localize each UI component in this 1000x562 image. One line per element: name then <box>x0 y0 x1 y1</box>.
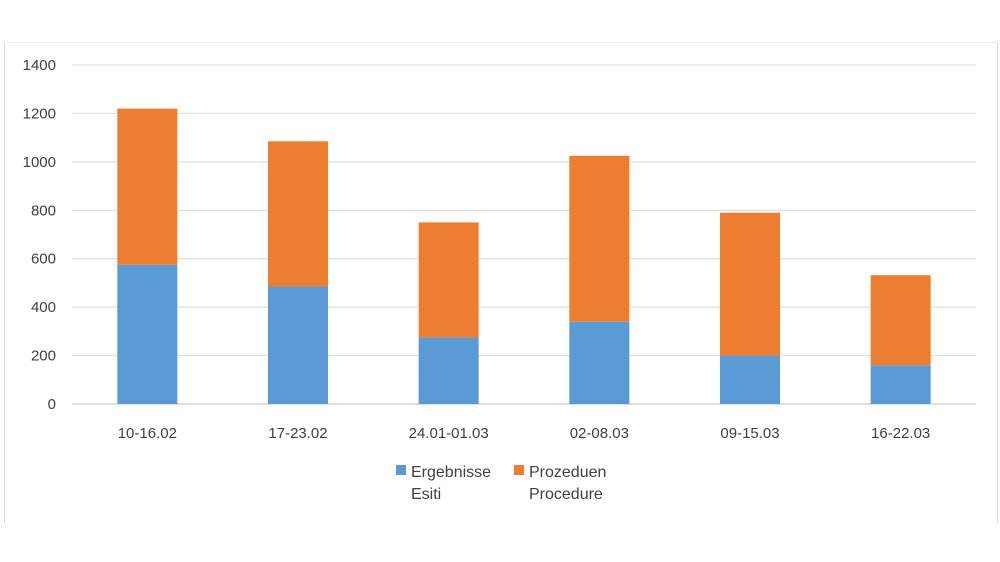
y-tick-label: 800 <box>31 202 56 219</box>
bar-segment <box>268 286 328 404</box>
gridlines <box>72 64 976 405</box>
x-tick-label: 16-22.03 <box>871 425 930 442</box>
y-tick-label: 400 <box>31 299 56 316</box>
y-tick-label: 1400 <box>23 57 56 74</box>
legend-label: Prozeduen <box>529 464 606 481</box>
legend-swatch <box>514 465 524 475</box>
bar-segment <box>720 212 780 356</box>
bar-segment <box>870 365 931 404</box>
x-tick-label: 02-08.03 <box>570 425 629 442</box>
bar-segment <box>117 108 178 265</box>
chart-frame <box>4 42 998 523</box>
bar-segment <box>268 141 328 287</box>
y-tick-label: 1000 <box>23 154 56 171</box>
bar-segment <box>418 337 479 404</box>
x-tick-label: 24.01-01.03 <box>409 425 489 442</box>
y-tick-label: 600 <box>31 251 56 268</box>
y-tick-label: 0 <box>48 396 56 413</box>
legend-swatch <box>396 465 406 475</box>
x-tick-label: 09-15.03 <box>720 425 779 442</box>
legend-label: Procedure <box>529 486 603 503</box>
y-axis: 0 200 400 600 800 1000 1200 1400 <box>23 57 56 413</box>
legend: Ergebnisse Esiti Prozeduen Procedure <box>396 464 606 503</box>
bar-segment <box>569 155 630 322</box>
bar-segment <box>720 355 780 404</box>
y-tick-label: 200 <box>31 348 56 365</box>
bar-segment <box>418 222 479 338</box>
legend-label: Ergebnisse <box>411 464 491 481</box>
x-tick-label: 10-16.02 <box>118 425 177 442</box>
bars <box>117 108 931 404</box>
bar-segment <box>870 275 931 366</box>
legend-label: Esiti <box>411 486 441 503</box>
bar-segment <box>569 321 630 404</box>
x-axis: 10-16.02 17-23.02 24.01-01.03 02-08.03 09-15… <box>118 425 931 442</box>
y-tick-label: 1200 <box>23 105 56 122</box>
x-tick-label: 17-23.02 <box>268 425 327 442</box>
bar-segment <box>117 264 178 404</box>
